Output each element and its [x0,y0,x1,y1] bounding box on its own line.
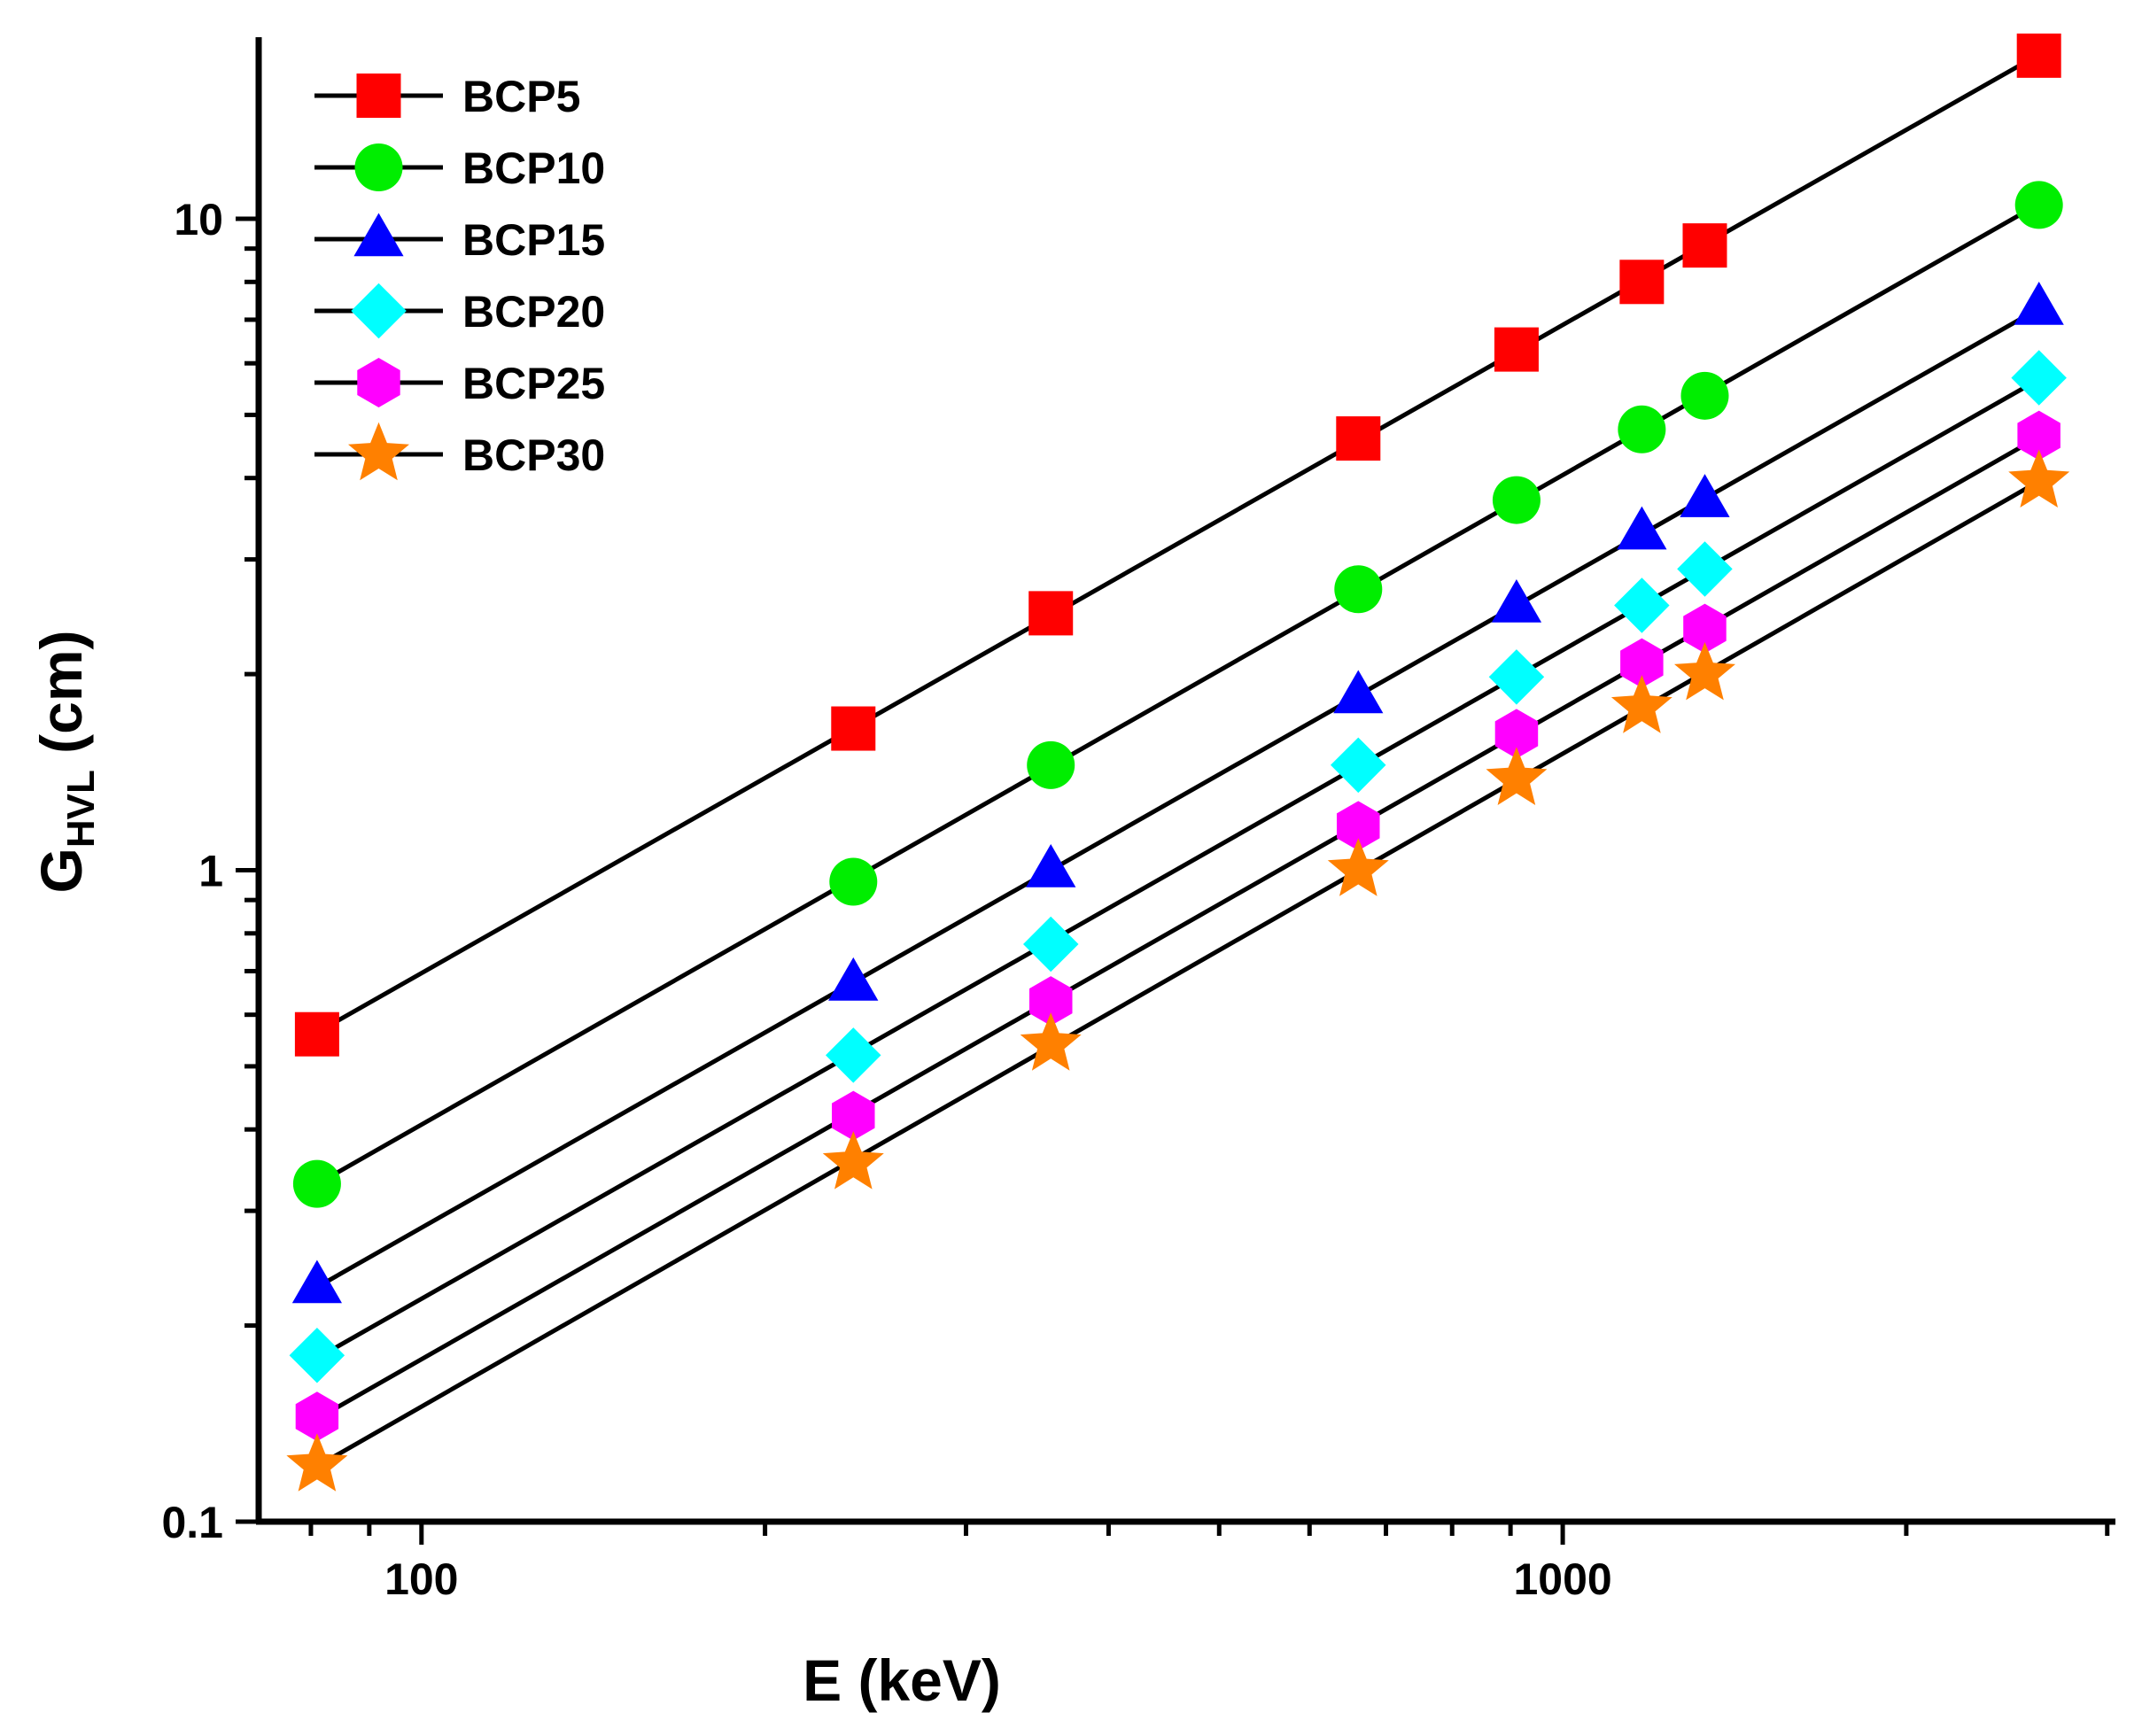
data-point-bcp5-911 [1494,327,1539,372]
data-point-bcp15-2614 [2014,282,2064,325]
data-point-bcp30-911 [1486,747,1548,805]
y-axis-title-sub: HVL [59,770,103,848]
tick-labels: 0.1 1 10 100 1000 [161,195,1611,1604]
data-point-bcp20-81 [289,1328,345,1383]
series-markers [286,33,2070,1492]
legend-label-bcp10: BCP10 [462,143,605,193]
legend-label-bcp30: BCP30 [462,430,605,480]
data-point-bcp10-911 [1492,476,1541,524]
x-tick-label: 100 [384,1554,458,1604]
data-point-bcp5-81 [294,1011,339,1057]
data-point-bcp10-2614 [2014,181,2063,229]
legend-label-bcp20: BCP20 [462,287,605,337]
legend-marker-bcp5 [356,74,401,118]
data-point-bcp20-356 [1023,916,1079,973]
y-tick-label: 1 [198,847,223,896]
data-point-bcp20-1332 [1677,541,1733,597]
data-point-bcp20-2614 [2011,350,2067,406]
data-point-bcp5-662 [1336,416,1381,461]
data-point-bcp10-662 [1334,565,1383,614]
data-point-bcp15-1332 [1680,474,1730,517]
axes [236,37,2115,1545]
data-point-bcp5-356 [1028,591,1074,636]
x-tick-label: 1000 [1513,1554,1611,1604]
series-line-bcp30 [315,479,2040,1469]
series-line-bcp10 [315,202,2040,1187]
legend-label-bcp15: BCP15 [462,215,605,265]
data-point-bcp30-1173 [1610,675,1672,733]
data-point-bcp25-1173 [1620,638,1664,688]
data-point-bcp30-81 [286,1433,348,1492]
y-axis-title-unit: (cm) [28,630,94,770]
data-point-bcp15-1173 [1617,506,1667,550]
data-point-bcp25-356 [1029,976,1073,1027]
x-axis-title: E (keV) [803,1647,1001,1713]
data-point-bcp30-662 [1327,838,1389,896]
legend-marker-bcp15 [353,213,404,257]
y-tick-label: 0.1 [161,1498,223,1547]
data-point-bcp15-662 [1333,670,1384,714]
series-line-bcp25 [315,435,2040,1422]
data-point-bcp5-1332 [1682,223,1727,268]
data-point-bcp25-911 [1494,709,1539,759]
series-line-bcp5 [315,52,2040,1035]
data-point-bcp10-239 [829,857,878,906]
data-point-bcp15-356 [1026,844,1076,887]
legend-label-bcp25: BCP25 [462,359,605,408]
data-point-bcp25-662 [1337,801,1380,851]
legend-marker-bcp30 [348,422,409,481]
data-point-bcp10-81 [292,1159,341,1208]
data-point-bcp5-239 [831,706,876,751]
data-point-bcp15-239 [828,957,879,1001]
data-point-bcp30-356 [1020,1012,1082,1071]
data-point-bcp25-239 [832,1090,875,1141]
data-point-bcp20-1173 [1614,577,1670,633]
data-point-bcp25-81 [295,1391,339,1442]
legend-marker-bcp10 [354,143,403,191]
y-axis-title-main: G [28,848,94,893]
data-point-bcp15-911 [1491,579,1542,623]
data-point-bcp10-1332 [1680,371,1729,420]
data-point-bcp25-1332 [1683,603,1727,654]
legend-marker-bcp20 [351,283,407,339]
data-point-bcp5-2614 [2016,33,2061,78]
data-point-bcp20-911 [1488,649,1545,705]
series-line-bcp15 [315,306,2040,1290]
data-point-bcp10-356 [1027,740,1075,789]
legend: BCP5 BCP10 BCP15 BCP20 BCP25 BCP30 [314,72,605,481]
data-point-bcp30-1332 [1674,641,1735,701]
series-line-bcp20 [315,377,2040,1360]
data-point-bcp25-2614 [2017,410,2061,461]
data-point-bcp20-662 [1331,737,1386,794]
data-point-bcp15-81 [291,1259,342,1304]
legend-label-bcp5: BCP5 [462,72,580,121]
data-point-bcp5-1173 [1619,260,1665,305]
y-axis-title: GHVL (cm) [28,630,103,893]
data-point-bcp10-1173 [1618,405,1666,453]
series-lines [315,52,2040,1469]
data-point-bcp30-239 [822,1131,884,1190]
y-tick-label: 10 [174,195,223,244]
legend-marker-bcp25 [357,358,400,407]
data-point-bcp30-2614 [2008,449,2070,508]
data-point-bcp20-239 [826,1027,881,1083]
